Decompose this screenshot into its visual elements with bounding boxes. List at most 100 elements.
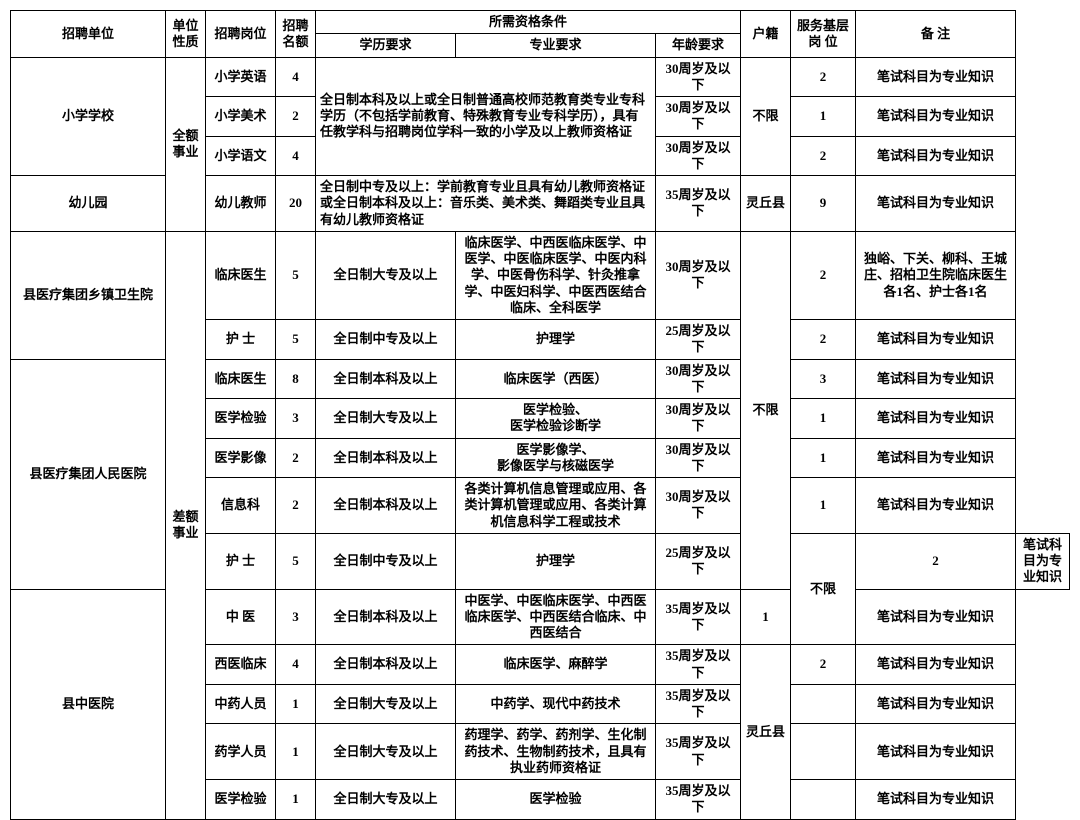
cell-age: 30周岁及以下	[656, 136, 741, 176]
cell-age: 35周岁及以下	[656, 589, 741, 645]
cell-note: 笔试科目为专业知识	[856, 176, 1016, 232]
cell-edu: 全日制大专及以上	[316, 231, 456, 319]
cell-quota: 2	[276, 438, 316, 478]
cell-post: 西医临床	[206, 645, 276, 685]
cell-major: 医学影像学、影像医学与核磁医学	[456, 438, 656, 478]
cell-edu: 全日制本科及以上	[316, 478, 456, 534]
cell-age: 30周岁及以下	[656, 478, 741, 534]
cell-note: 笔试科目为专业知识	[856, 478, 1016, 534]
cell-edu: 全日制本科及以上	[316, 359, 456, 399]
cell-major: 中药学、现代中药技术	[456, 684, 656, 724]
cell-edu: 全日制中专及以上：学前教育专业且具有幼儿教师资格证或全日制本科及以上：音乐类、美…	[316, 176, 656, 232]
cell-post: 医学检验	[206, 399, 276, 439]
cell-post: 临床医生	[206, 359, 276, 399]
cell-note: 笔试科目为专业知识	[856, 399, 1016, 439]
table-row: 小学学校 全额事业 小学英语 4 全日制本科及以上或全日制普通高校师范教育类专业…	[11, 57, 1070, 97]
cell-quota: 8	[276, 359, 316, 399]
cell-age: 35周岁及以下	[656, 684, 741, 724]
cell-major: 护理学	[456, 533, 656, 589]
cell-base	[791, 780, 856, 820]
cell-major: 医学检验	[456, 780, 656, 820]
cell-reg: 不限	[791, 533, 856, 645]
cell-post: 中药人员	[206, 684, 276, 724]
cell-note: 笔试科目为专业知识	[856, 684, 1016, 724]
cell-base: 2	[791, 320, 856, 360]
cell-base: 1	[791, 97, 856, 137]
cell-note: 笔试科目为专业知识	[856, 97, 1016, 137]
cell-age: 30周岁及以下	[656, 97, 741, 137]
cell-note: 笔试科目为专业知识	[856, 57, 1016, 97]
cell-unit: 幼儿园	[11, 176, 166, 232]
cell-post: 中 医	[206, 589, 276, 645]
cell-post: 护 士	[206, 320, 276, 360]
cell-base: 2	[791, 645, 856, 685]
cell-edu: 全日制大专及以上	[316, 724, 456, 780]
cell-quota: 3	[276, 399, 316, 439]
cell-reg: 灵丘县	[741, 176, 791, 232]
cell-post: 小学英语	[206, 57, 276, 97]
cell-reg: 不限	[741, 231, 791, 589]
cell-quota: 4	[276, 136, 316, 176]
cell-age: 30周岁及以下	[656, 231, 741, 319]
cell-edu: 全日制中专及以上	[316, 533, 456, 589]
th-post: 招聘岗位	[206, 11, 276, 58]
cell-age: 35周岁及以下	[656, 780, 741, 820]
cell-quota: 5	[276, 533, 316, 589]
cell-base: 2	[856, 533, 1016, 589]
th-reg: 户籍	[741, 11, 791, 58]
cell-age: 25周岁及以下	[656, 533, 741, 589]
cell-major: 临床医学（西医）	[456, 359, 656, 399]
cell-quota: 3	[276, 589, 316, 645]
cell-major: 各类计算机信息管理或应用、各类计算机管理或应用、各类计算机信息科学工程或技术	[456, 478, 656, 534]
cell-age: 35周岁及以下	[656, 724, 741, 780]
cell-base	[791, 684, 856, 724]
cell-quota: 4	[276, 57, 316, 97]
cell-post: 小学美术	[206, 97, 276, 137]
th-req: 所需资格条件	[316, 11, 741, 34]
cell-edu: 全日制中专及以上	[316, 320, 456, 360]
cell-note: 笔试科目为专业知识	[856, 438, 1016, 478]
cell-major: 中医学、中医临床医学、中西医临床医学、中西医结合临床、中西医结合	[456, 589, 656, 645]
cell-edu: 全日制大专及以上	[316, 780, 456, 820]
cell-major: 护理学	[456, 320, 656, 360]
cell-base: 2	[791, 136, 856, 176]
th-base: 服务基层岗 位	[791, 11, 856, 58]
table-row: 县医疗集团乡镇卫生院 差额事业 临床医生 5 全日制大专及以上 临床医学、中西医…	[11, 231, 1070, 319]
cell-note: 笔试科目为专业知识	[856, 724, 1016, 780]
th-edu: 学历要求	[316, 34, 456, 57]
cell-base	[791, 724, 856, 780]
cell-note: 笔试科目为专业知识	[856, 136, 1016, 176]
cell-post: 临床医生	[206, 231, 276, 319]
cell-note: 笔试科目为专业知识	[856, 589, 1016, 645]
cell-edu: 全日制本科及以上	[316, 645, 456, 685]
th-nature: 单位性质	[166, 11, 206, 58]
cell-note: 笔试科目为专业知识	[856, 359, 1016, 399]
cell-base: 2	[791, 231, 856, 319]
cell-quota: 1	[276, 684, 316, 724]
cell-quota: 2	[276, 97, 316, 137]
cell-note: 独峪、下关、柳科、王城庄、招柏卫生院临床医生各1名、护士各1名	[856, 231, 1016, 319]
cell-major: 临床医学、麻醉学	[456, 645, 656, 685]
cell-note: 笔试科目为专业知识	[856, 320, 1016, 360]
cell-age: 35周岁及以下	[656, 176, 741, 232]
cell-base: 2	[791, 57, 856, 97]
cell-edu: 全日制大专及以上	[316, 684, 456, 724]
cell-age: 30周岁及以下	[656, 57, 741, 97]
cell-post: 护 士	[206, 533, 276, 589]
cell-post: 信息科	[206, 478, 276, 534]
th-note: 备 注	[856, 11, 1016, 58]
th-age: 年龄要求	[656, 34, 741, 57]
th-major: 专业要求	[456, 34, 656, 57]
cell-age: 25周岁及以下	[656, 320, 741, 360]
cell-edu: 全日制本科及以上	[316, 438, 456, 478]
cell-quota: 1	[276, 780, 316, 820]
cell-unit: 县医疗集团人民医院	[11, 359, 166, 589]
cell-base: 9	[791, 176, 856, 232]
cell-base: 1	[791, 478, 856, 534]
th-unit: 招聘单位	[11, 11, 166, 58]
cell-base: 1	[741, 589, 791, 645]
cell-post: 医学影像	[206, 438, 276, 478]
cell-base: 3	[791, 359, 856, 399]
th-quota: 招聘名额	[276, 11, 316, 58]
cell-post: 小学语文	[206, 136, 276, 176]
